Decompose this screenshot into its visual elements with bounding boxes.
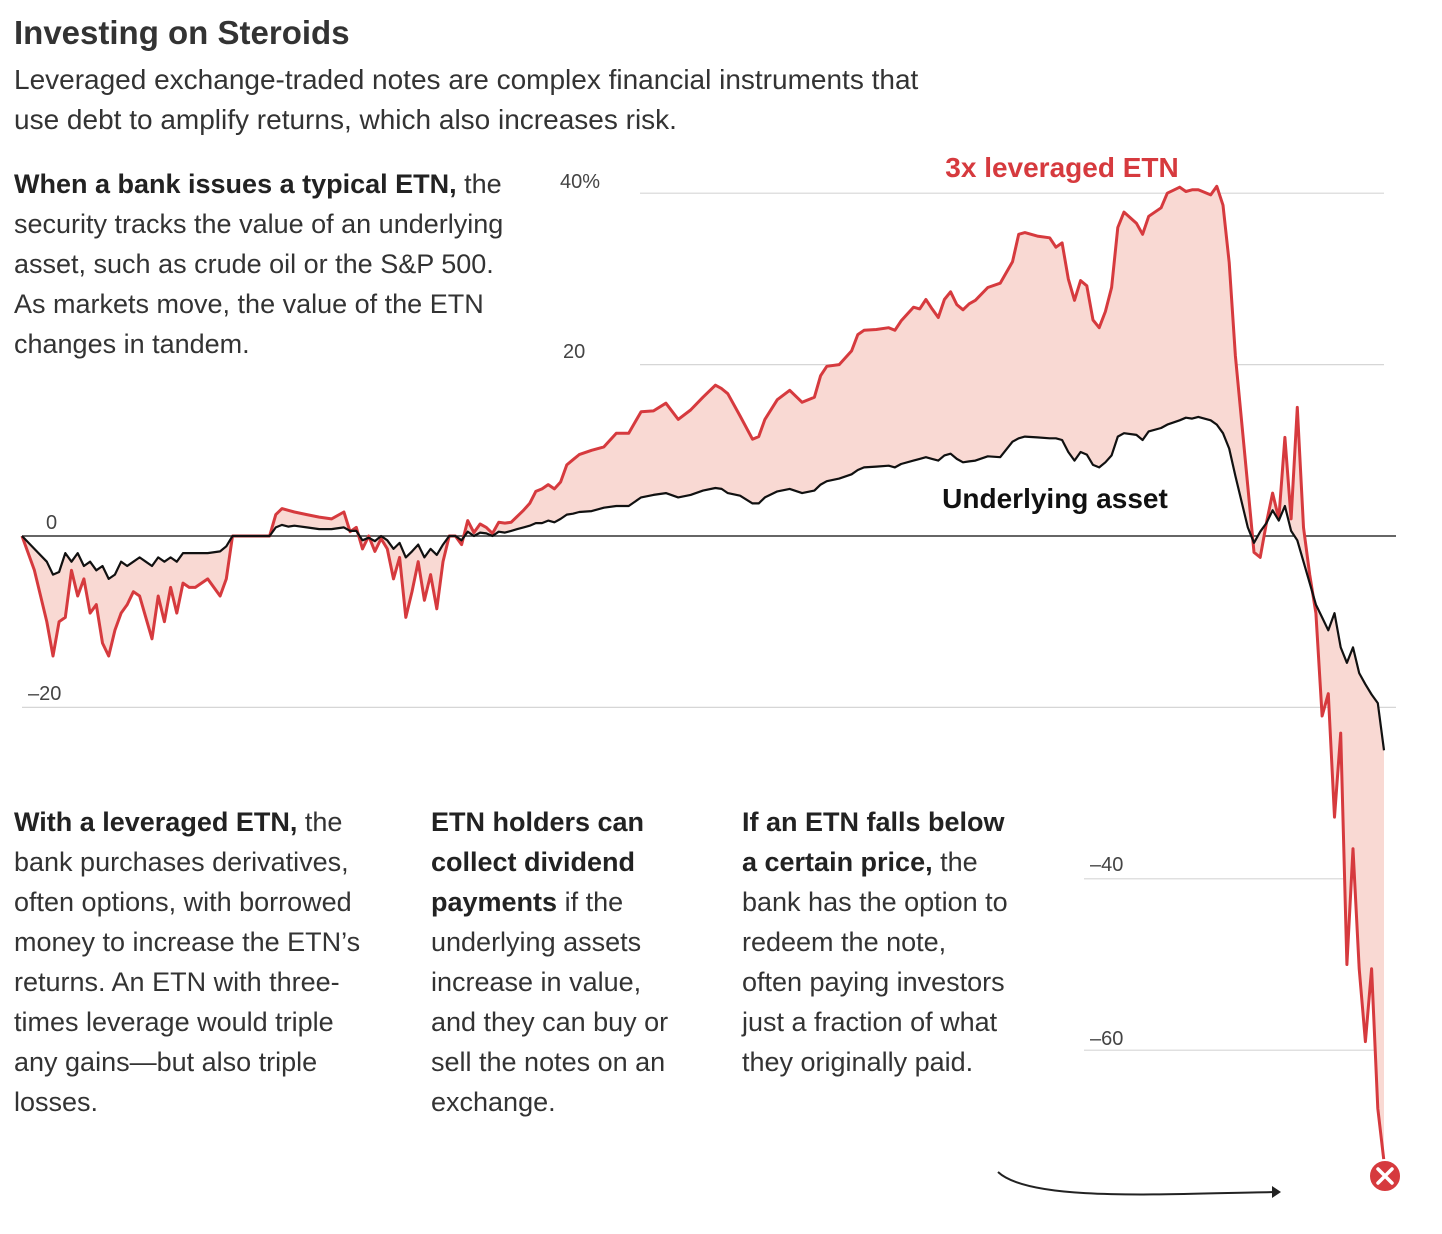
y-tick-label: 0 xyxy=(46,512,57,534)
y-tick-label: –40 xyxy=(1090,854,1123,876)
note-typical-etn-text: the security tracks the value of an unde… xyxy=(14,169,504,359)
y-tick-label: 20 xyxy=(563,341,585,363)
note-dividends: ETN holders can collect dividend payment… xyxy=(431,802,691,1122)
y-tick-label: –60 xyxy=(1090,1028,1123,1050)
y-tick-label: –20 xyxy=(28,683,61,705)
note-typical-etn-bold: When a bank issues a typical ETN, xyxy=(14,169,457,199)
etn-line xyxy=(20,184,1386,1162)
note-redemption-text: the bank has the option to redeem the no… xyxy=(742,847,1008,1077)
underlying-asset-line xyxy=(21,415,1386,751)
page-subtitle: Leveraged exchange-traded notes are comp… xyxy=(14,64,919,135)
etn-series-label: 3x leveraged ETN xyxy=(945,152,1178,183)
redeem-arrow xyxy=(997,1171,1277,1196)
note-redemption-bold: If an ETN falls below a certain price, xyxy=(742,807,1005,877)
redeemed-x-icon xyxy=(1368,1159,1402,1193)
leverage-gap-area xyxy=(22,186,1384,1162)
note-leveraged-etn-text: the bank purchases derivatives, often op… xyxy=(14,807,361,1117)
note-typical-etn: When a bank issues a typical ETN, the se… xyxy=(14,164,514,364)
note-redemption: If an ETN falls below a certain price, t… xyxy=(742,802,1012,1082)
y-tick-label: 40% xyxy=(560,171,600,193)
y-axis-ticks: 40% 20 0 –20 –40 –60 xyxy=(28,171,1123,1050)
note-leveraged-etn: With a leveraged ETN, the bank purchases… xyxy=(14,802,374,1122)
note-leveraged-etn-bold: With a leveraged ETN, xyxy=(14,807,298,837)
note-dividends-text: if the underlying assets increase in val… xyxy=(431,887,669,1117)
note-dividends-bold: ETN holders can collect dividend payment… xyxy=(431,807,645,917)
redeem-arrowhead xyxy=(1272,1186,1281,1198)
asset-series-label: Underlying asset xyxy=(942,483,1168,514)
page-title: Investing on Steroids xyxy=(14,14,350,51)
